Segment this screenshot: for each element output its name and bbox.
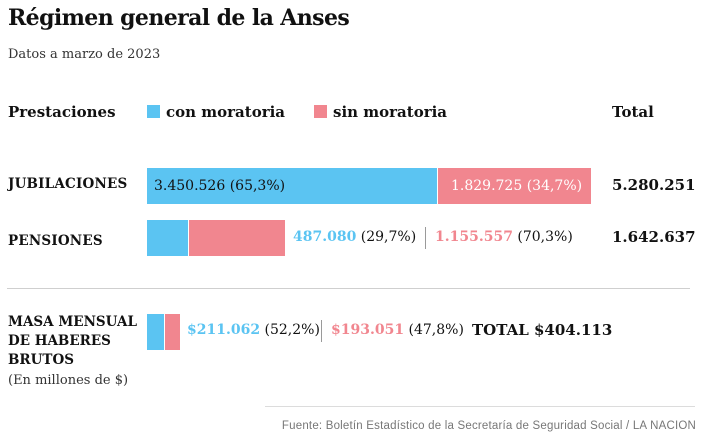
bar-jubilaciones: 3.450.526 (65,3%) 1.829.725 (34,7%) — [147, 168, 591, 204]
legend-label-sin: sin moratoria — [333, 103, 448, 121]
footer-divider — [265, 406, 695, 407]
masa-con-value: $211.062 — [187, 322, 261, 338]
data-label-pensiones-con: 487.080 (29,7%) — [293, 229, 416, 245]
legend-swatch-con — [147, 105, 160, 118]
pensiones-con-value: 487.080 — [293, 229, 357, 245]
row-note-masa: (En millones de $) — [8, 373, 129, 388]
bar-segment-jubilaciones-con — [147, 168, 437, 204]
separator-pensiones — [425, 227, 426, 249]
separator-masa — [321, 320, 322, 342]
total-jubilaciones: 5.280.251 — [612, 176, 696, 194]
legend-con-moratoria: con moratoria — [147, 103, 285, 121]
data-label-pensiones-sin: 1.155.557 (70,3%) — [435, 229, 573, 245]
chart-title: Régimen general de la Anses — [8, 5, 350, 31]
bar-pensiones — [147, 220, 285, 256]
chart-subtitle: Datos a marzo de 2023 — [8, 47, 161, 62]
bar-segment-masa-con — [147, 314, 164, 350]
masa-con-pct: (52,2%) — [264, 322, 320, 338]
bar-segment-pensiones-sin — [189, 220, 285, 256]
pensiones-sin-pct: (70,3%) — [517, 229, 573, 245]
legend-label-con: con moratoria — [166, 103, 286, 121]
total-masa: TOTAL $404.113 — [472, 321, 613, 339]
legend-swatch-sin — [314, 105, 327, 118]
row-label-pensiones: PENSIONES — [8, 233, 103, 249]
prestaciones-header: Prestaciones — [8, 103, 116, 121]
total-header: Total — [612, 103, 654, 121]
bar-segment-masa-sin — [165, 314, 180, 350]
total-pensiones: 1.642.637 — [612, 228, 696, 246]
source-note: Fuente: Boletín Estadístico de la Secret… — [281, 420, 696, 432]
pensiones-sin-value: 1.155.557 — [435, 229, 513, 245]
masa-sin-value: $193.051 — [331, 322, 405, 338]
bar-segment-pensiones-con — [147, 220, 188, 256]
bar-masa — [147, 314, 180, 350]
data-label-masa-con: $211.062 (52,2%) — [187, 322, 320, 338]
data-label-jubilaciones-sin: 1.829.725 (34,7%) — [451, 178, 583, 194]
section-divider — [7, 288, 690, 289]
data-label-jubilaciones-con: 3.450.526 (65,3%) — [154, 178, 286, 194]
row-label-masa: MASA MENSUAL DE HABERES BRUTOS — [8, 314, 137, 368]
bar-segment-jubilaciones-sin — [438, 168, 591, 204]
masa-sin-pct: (47,8%) — [408, 322, 464, 338]
data-label-masa-sin: $193.051 (47,8%) — [331, 322, 464, 338]
row-label-jubilaciones: JUBILACIONES — [8, 176, 128, 192]
pensiones-con-pct: (29,7%) — [360, 229, 417, 245]
legend-sin-moratoria: sin moratoria — [314, 103, 447, 121]
